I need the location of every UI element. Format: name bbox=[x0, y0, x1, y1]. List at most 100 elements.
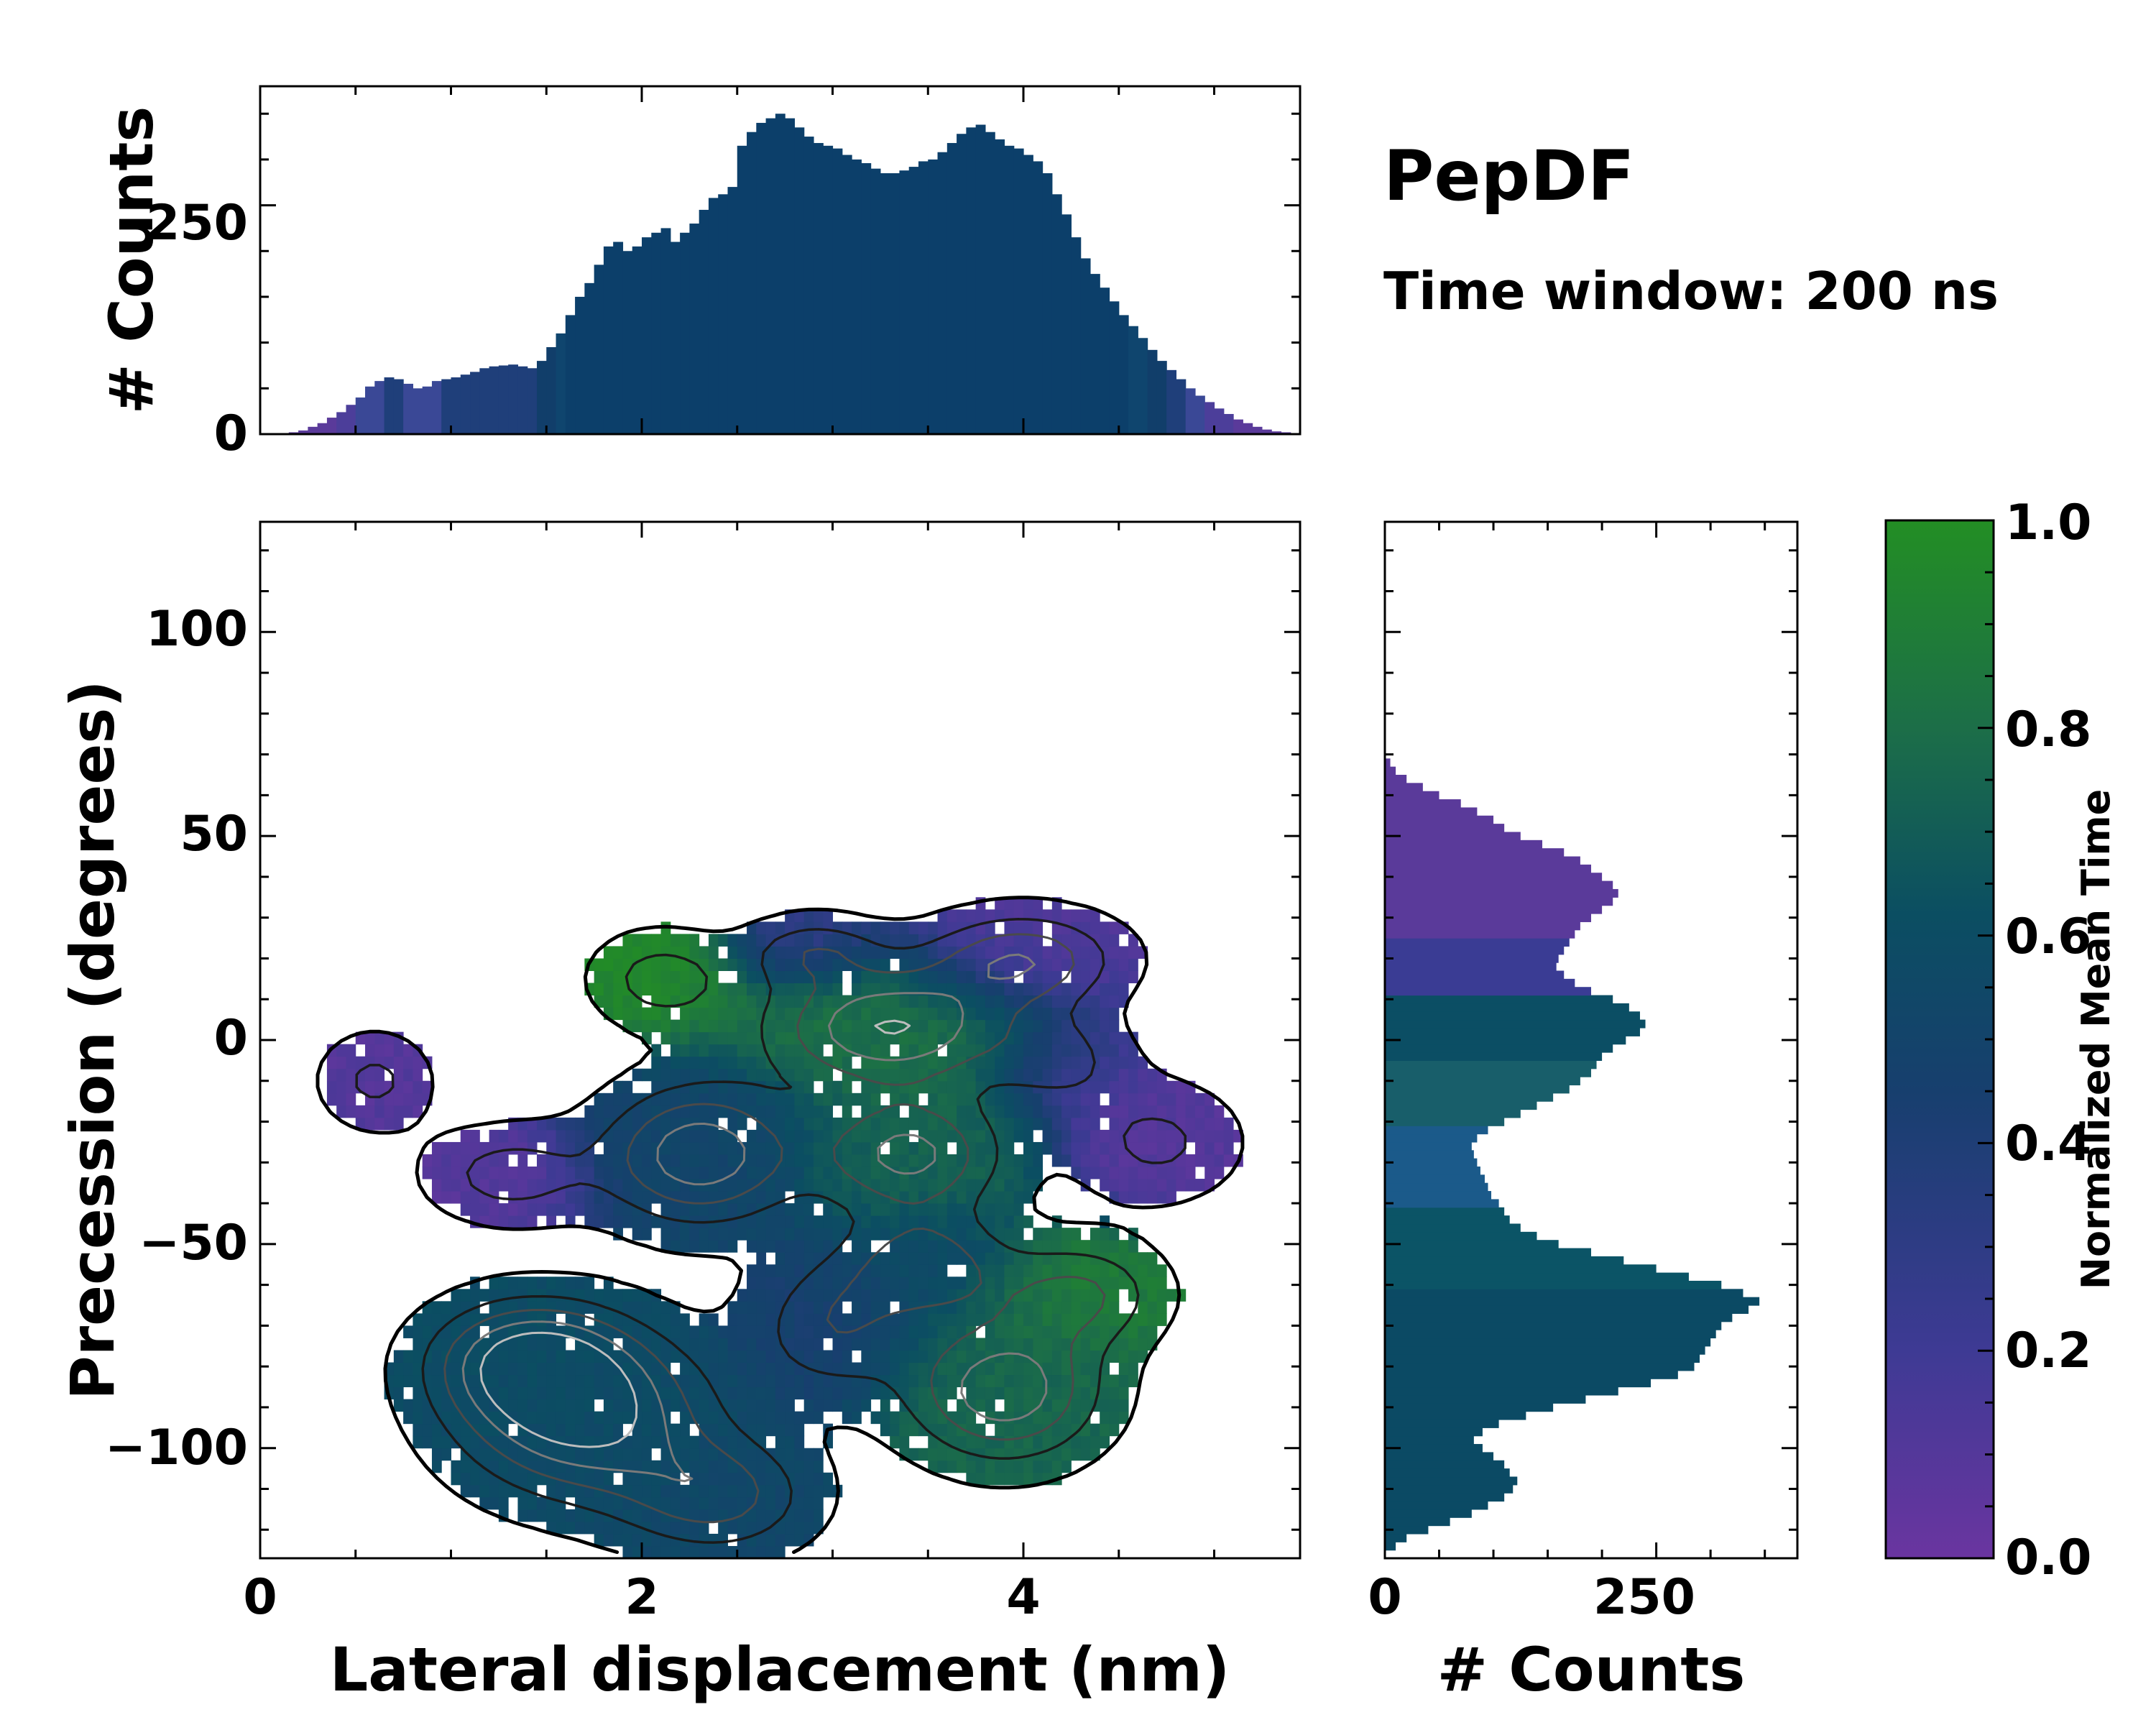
heatmap-cell bbox=[603, 1533, 614, 1547]
heatmap-cell bbox=[870, 1325, 881, 1338]
heatmap-cell bbox=[1100, 970, 1110, 984]
heatmap-cell bbox=[498, 1215, 509, 1228]
heatmap-cell bbox=[890, 1068, 900, 1082]
heatmap-cell bbox=[718, 1056, 728, 1070]
heatmap-cell bbox=[946, 1374, 957, 1388]
heatmap-cell bbox=[975, 1080, 986, 1094]
heatmap-cell bbox=[966, 1472, 977, 1486]
heatmap-cell bbox=[937, 1141, 948, 1155]
top-histogram-bar bbox=[1033, 161, 1044, 434]
heatmap-cell bbox=[803, 909, 814, 922]
heatmap-cell bbox=[870, 1007, 881, 1021]
heatmap-cell bbox=[536, 1423, 547, 1437]
heatmap-cell bbox=[708, 1007, 719, 1021]
heatmap-cell bbox=[899, 1411, 910, 1425]
heatmap-cell bbox=[594, 1166, 604, 1179]
heatmap-cell bbox=[1061, 1019, 1072, 1033]
heatmap-cell bbox=[813, 1448, 824, 1461]
heatmap-cell bbox=[1033, 1240, 1044, 1253]
heatmap-cell bbox=[995, 1252, 1005, 1265]
heatmap-cell bbox=[642, 958, 652, 971]
heatmap-cell bbox=[727, 1350, 738, 1363]
heatmap-cell bbox=[584, 1350, 595, 1363]
heatmap-cell bbox=[918, 921, 929, 934]
heatmap-cell bbox=[765, 1484, 776, 1498]
heatmap-cell bbox=[908, 1068, 919, 1082]
heatmap-cell bbox=[393, 1105, 404, 1118]
heatmap-cell bbox=[546, 1411, 557, 1425]
heatmap-cell bbox=[803, 1141, 814, 1155]
heatmap-cell bbox=[708, 934, 719, 947]
heatmap-cell bbox=[908, 958, 919, 971]
heatmap-cell bbox=[584, 1399, 595, 1412]
heatmap-cell bbox=[565, 1399, 576, 1412]
heatmap-cell bbox=[1089, 1264, 1100, 1277]
heatmap-cell bbox=[747, 1325, 757, 1338]
heatmap-cell bbox=[642, 1350, 652, 1363]
heatmap-cell bbox=[1051, 1313, 1062, 1326]
heatmap-cell bbox=[918, 1154, 929, 1167]
heatmap-cell bbox=[1042, 1350, 1053, 1363]
heatmap-cell bbox=[794, 1252, 805, 1265]
heatmap-cell bbox=[823, 1117, 834, 1131]
heatmap-cell bbox=[1089, 1338, 1100, 1351]
heatmap-cell bbox=[651, 1484, 662, 1498]
heatmap-cell bbox=[479, 1411, 490, 1425]
heatmap-cell bbox=[660, 1031, 671, 1045]
right-histogram-bar bbox=[1385, 1166, 1480, 1175]
heatmap-cell bbox=[374, 1105, 385, 1118]
heatmap-cell bbox=[1080, 946, 1091, 959]
heatmap-cell bbox=[727, 1313, 738, 1326]
colorbar-tick-label-0.8: 0.8 bbox=[2005, 702, 2091, 758]
heatmap-cell bbox=[975, 1472, 986, 1486]
heatmap-cell bbox=[890, 1264, 900, 1277]
heatmap-cell bbox=[747, 1301, 757, 1314]
heatmap-cell bbox=[803, 1276, 814, 1289]
heatmap-cell bbox=[1089, 1031, 1100, 1045]
right-histogram-bar bbox=[1385, 1525, 1429, 1535]
heatmap-cell bbox=[670, 1117, 681, 1131]
heatmap-cell bbox=[1109, 946, 1120, 959]
heatmap-cell bbox=[908, 995, 919, 1008]
heatmap-cell bbox=[832, 1080, 843, 1094]
top-histogram-bar bbox=[1118, 315, 1129, 434]
heatmap-cell bbox=[1004, 1203, 1015, 1216]
heatmap-cell bbox=[498, 1276, 509, 1289]
heatmap-cell bbox=[890, 1019, 900, 1033]
heatmap-cell bbox=[517, 1399, 528, 1412]
heatmap-cell bbox=[737, 1068, 747, 1082]
heatmap-cell bbox=[651, 1056, 662, 1070]
heatmap-cell bbox=[1080, 1386, 1091, 1400]
heatmap-cell bbox=[1118, 1080, 1129, 1094]
heatmap-cell bbox=[1080, 1154, 1091, 1167]
heatmap-cell bbox=[1004, 1007, 1015, 1021]
heatmap-cell bbox=[747, 983, 757, 996]
heatmap-cell bbox=[622, 1007, 633, 1021]
heatmap-cell bbox=[928, 983, 939, 996]
heatmap-cell bbox=[708, 983, 719, 996]
heatmap-cell bbox=[1071, 1386, 1082, 1400]
heatmap-cell bbox=[1023, 897, 1033, 910]
heatmap-cell bbox=[1156, 1105, 1167, 1118]
heatmap-cell bbox=[756, 1423, 767, 1437]
right-histogram-bar bbox=[1385, 1476, 1518, 1486]
right-histogram-bar bbox=[1385, 954, 1559, 963]
right-histogram-bar bbox=[1385, 1501, 1488, 1510]
heatmap-cell bbox=[1071, 1117, 1082, 1131]
heatmap-cell bbox=[737, 1411, 747, 1425]
heatmap-cell bbox=[823, 909, 834, 922]
heatmap-cell bbox=[1109, 995, 1120, 1008]
heatmap-cell bbox=[498, 1423, 509, 1437]
heatmap-cell bbox=[708, 1105, 719, 1118]
heatmap-cell bbox=[803, 1509, 814, 1522]
top-histogram-bar bbox=[317, 423, 328, 434]
heatmap-cell bbox=[918, 1031, 929, 1045]
heatmap-cell bbox=[842, 1362, 852, 1376]
heatmap-cell bbox=[1109, 1423, 1120, 1437]
heatmap-cell bbox=[1109, 1154, 1120, 1167]
heatmap-cell bbox=[737, 970, 747, 984]
heatmap-cell bbox=[1138, 1068, 1148, 1082]
heatmap-cell bbox=[699, 1007, 709, 1021]
heatmap-cell bbox=[765, 958, 776, 971]
heatmap-cell bbox=[899, 921, 910, 934]
